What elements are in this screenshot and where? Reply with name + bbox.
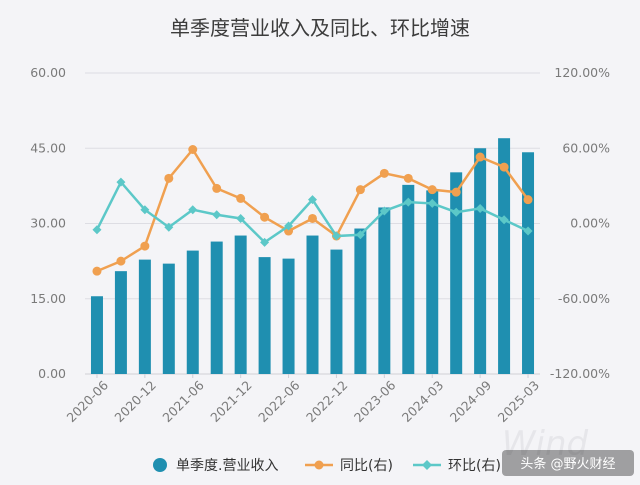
point xyxy=(308,213,317,223)
legend: 单季度.营业收入 同比(右) 环比(右) xyxy=(153,458,501,474)
svg-text:头条 @野火财经: 头条 @野火财经 xyxy=(520,456,615,472)
bar xyxy=(474,148,487,374)
series-line xyxy=(95,179,529,244)
point xyxy=(188,205,198,215)
right-tick-label: 60.00% xyxy=(562,140,610,155)
bar xyxy=(138,259,151,374)
point xyxy=(164,173,174,183)
bar xyxy=(378,207,391,374)
legend-swatch xyxy=(422,460,432,470)
point xyxy=(451,207,461,217)
legend-swatch xyxy=(314,460,324,470)
bar xyxy=(522,152,535,374)
point xyxy=(164,222,174,232)
point xyxy=(427,185,437,195)
bar xyxy=(186,250,199,374)
bar xyxy=(90,296,103,374)
point xyxy=(427,198,437,208)
point xyxy=(331,231,341,241)
point xyxy=(236,213,246,223)
bar xyxy=(234,235,247,374)
point xyxy=(523,195,533,205)
x-tick-label: 2021-06 xyxy=(159,377,207,425)
point xyxy=(140,205,150,215)
line-series xyxy=(92,145,533,276)
x-tick-label: 2022-12 xyxy=(303,378,351,426)
legend-label: 单季度.营业收入 xyxy=(176,458,278,474)
legend-label: 环比(右) xyxy=(448,458,501,474)
point xyxy=(92,266,102,276)
point xyxy=(92,225,102,235)
x-tick-label: 2024-03 xyxy=(399,378,447,426)
bar xyxy=(306,235,319,374)
bar xyxy=(450,172,463,374)
x-tick-label: 2025-03 xyxy=(495,378,543,426)
point xyxy=(188,145,198,155)
point xyxy=(451,187,461,197)
point xyxy=(475,203,485,213)
x-tick-label: 2020-06 xyxy=(64,377,112,425)
point xyxy=(403,173,413,183)
right-tick-label: -60.00% xyxy=(558,291,610,306)
x-tick-label: 2022-06 xyxy=(255,377,303,425)
point xyxy=(355,185,365,195)
left-tick-label: 30.00 xyxy=(30,216,66,231)
x-tick-label: 2023-06 xyxy=(351,377,399,425)
watermark-credit: 头条 @野火财经 xyxy=(502,450,634,476)
bar xyxy=(498,138,511,374)
watermark-logo: Wind xyxy=(502,424,589,464)
point xyxy=(499,162,509,172)
point xyxy=(260,237,270,247)
point xyxy=(116,177,126,187)
left-tick-label: 15.00 xyxy=(30,291,66,306)
legend-swatch xyxy=(153,458,167,472)
point xyxy=(116,256,126,266)
bar xyxy=(162,263,175,374)
x-axis-ticks: 2020-06 2020-12 2021-06 2021-12 2022-06 2022-… xyxy=(64,374,543,426)
left-axis-ticks: 60.00 45.00 30.00 15.00 0.00 xyxy=(30,65,66,381)
bar xyxy=(114,271,127,374)
left-tick-label: 45.00 xyxy=(30,140,66,155)
right-tick-label: 120.00% xyxy=(554,65,610,80)
point xyxy=(236,193,246,203)
point xyxy=(379,168,389,178)
right-tick-label: -120.00% xyxy=(550,366,610,381)
left-tick-label: 0.00 xyxy=(38,366,66,381)
point xyxy=(355,230,365,240)
x-tick-label: 2021-12 xyxy=(207,378,255,426)
right-axis-ticks: 120.00% 60.00% 0.00% -60.00% -120.00% xyxy=(550,65,610,381)
right-tick-label: 0.00% xyxy=(570,216,610,231)
x-tick-label: 2020-12 xyxy=(111,378,159,426)
point xyxy=(523,226,533,236)
left-tick-label: 60.00 xyxy=(30,65,66,80)
bar xyxy=(330,249,343,374)
point xyxy=(403,197,413,207)
bar xyxy=(258,257,271,374)
point xyxy=(260,212,270,222)
x-tick-label: 2024-09 xyxy=(447,377,495,425)
legend-label: 同比(右) xyxy=(340,458,393,474)
point xyxy=(499,215,509,225)
point xyxy=(140,241,150,251)
bar-series xyxy=(90,138,535,374)
point xyxy=(379,206,389,216)
bar xyxy=(282,258,295,374)
bar xyxy=(354,228,367,374)
point xyxy=(212,210,222,220)
bar xyxy=(402,184,415,374)
point xyxy=(308,195,317,205)
bar xyxy=(426,190,439,374)
chart-title: 单季度营业收入及同比、环比增速 xyxy=(170,16,470,40)
point xyxy=(212,183,222,193)
point xyxy=(475,152,485,162)
point xyxy=(284,221,294,231)
bar xyxy=(210,241,223,374)
